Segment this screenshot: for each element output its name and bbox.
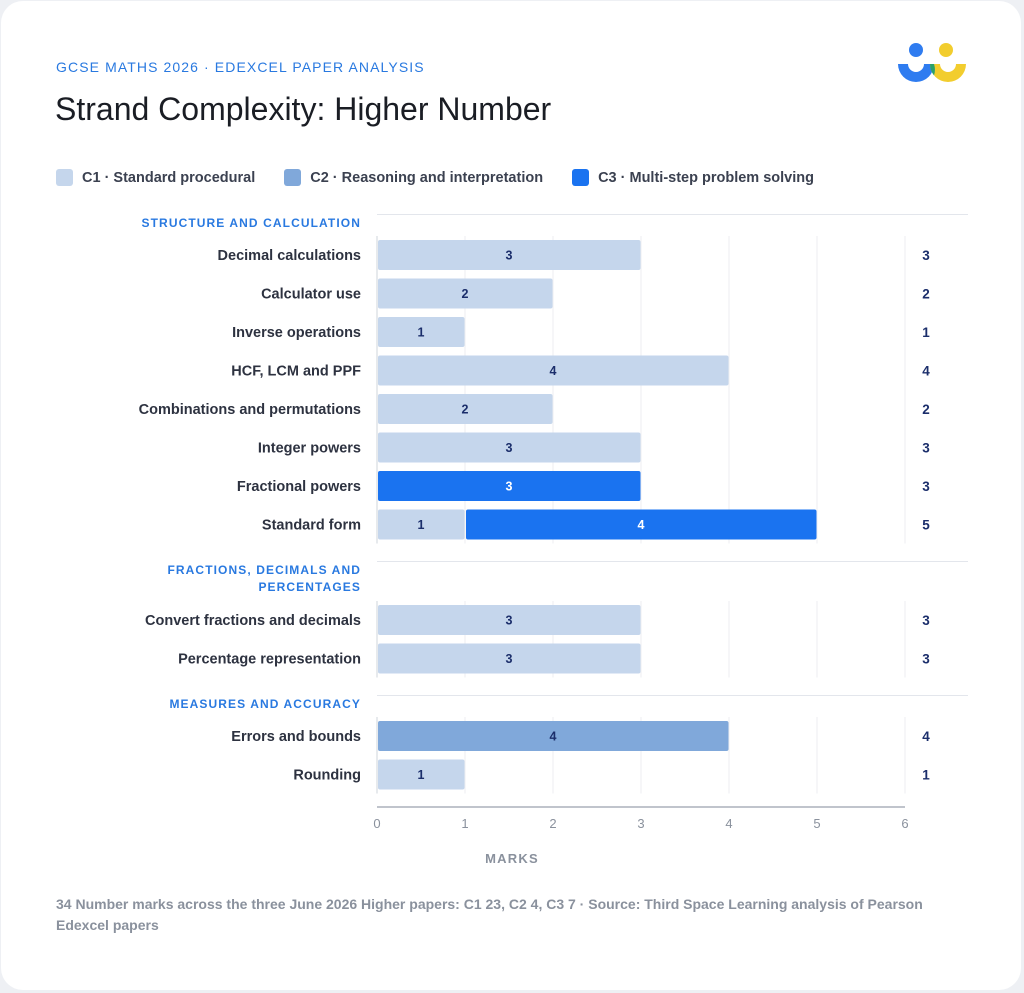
bar-segment-c1 (378, 643, 641, 674)
row-total: 2 (922, 402, 930, 417)
row-label: Calculator use (261, 287, 361, 303)
row-label: Combinations and permutations (139, 402, 361, 418)
row-label: Integer powers (258, 441, 361, 457)
legend-swatch-c1 (56, 169, 73, 186)
bar-value-label: 1 (418, 768, 425, 782)
legend-item-c2: C2 · Reasoning and interpretation (284, 169, 543, 186)
x-axis-label: MARKS (485, 851, 539, 866)
x-tick-label: 5 (813, 816, 820, 831)
bar-value-label: 3 (506, 652, 513, 666)
group-title: STRUCTURE AND CALCULATION (142, 216, 361, 230)
row-total: 4 (922, 364, 930, 379)
legend-label-c2: C2 · Reasoning and interpretation (310, 169, 544, 186)
row-total: 4 (922, 729, 930, 744)
bar-value-label: 2 (462, 403, 469, 417)
legend-item-c1: C1 · Standard procedural (56, 169, 255, 186)
bar-value-label: 2 (462, 287, 469, 301)
row-total: 1 (922, 768, 930, 783)
bar-value-label: 4 (638, 518, 645, 532)
row-total: 3 (922, 613, 930, 628)
row-label: Percentage representation (178, 652, 361, 668)
bar-segment-c1 (378, 605, 641, 635)
chart-title: Strand Complexity: Higher Number (55, 91, 552, 127)
group-title: MEASURES AND ACCURACY (169, 697, 361, 711)
chart-legend: C1 · Standard procedural C2 · Reasoning … (56, 169, 843, 186)
row-label: Inverse operations (232, 325, 361, 341)
legend-item-c3: C3 · Multi-step problem solving (572, 169, 814, 186)
row-total: 3 (922, 441, 930, 456)
legend-label-c1: C1 · Standard procedural (82, 169, 256, 186)
bar-value-label: 4 (550, 364, 557, 378)
x-tick-label: 3 (637, 816, 644, 831)
row-total: 5 (922, 518, 930, 533)
legend-swatch-c3 (572, 169, 590, 186)
x-tick-label: 0 (373, 816, 380, 831)
bar-segment-c1 (378, 317, 465, 347)
bar-value-label: 1 (418, 518, 425, 532)
bar-segment-c1 (378, 394, 553, 424)
bar-segment-c1 (378, 509, 465, 540)
bar-segment-c1 (378, 432, 641, 463)
x-tick-label: 4 (725, 816, 732, 831)
group-title: FRACTIONS, DECIMALS AND (167, 563, 361, 577)
bar-segment-c3 (466, 509, 817, 540)
bar-value-label: 4 (550, 730, 557, 744)
row-total: 3 (922, 248, 930, 263)
bar-segment-c3 (378, 471, 641, 501)
row-total: 1 (922, 325, 930, 340)
legend-label-c3: C3 · Multi-step problem solving (598, 169, 814, 186)
row-label: Rounding (293, 768, 361, 784)
row-label: Convert fractions and decimals (145, 613, 361, 629)
legend-swatch-c2 (284, 169, 302, 186)
bar-value-label: 1 (418, 326, 425, 340)
row-label: HCF, LCM and PPF (231, 364, 361, 380)
row-label: Decimal calculations (218, 248, 361, 264)
bar-segment-c1 (378, 240, 641, 270)
bar-value-label: 3 (506, 441, 513, 455)
brand-logo-icon (898, 43, 966, 82)
bar-segment-c1 (378, 278, 553, 309)
chart-kicker: GCSE MATHS 2026 · EDEXCEL PAPER ANALYSIS (56, 59, 425, 75)
row-total: 2 (922, 287, 930, 302)
bar-value-label: 3 (506, 480, 513, 494)
bar-value-label: 3 (506, 614, 513, 628)
row-label: Fractional powers (237, 479, 361, 495)
row-total: 3 (922, 479, 930, 494)
row-label: Standard form (262, 518, 361, 534)
bar-segment-c1 (378, 355, 729, 386)
x-tick-label: 2 (549, 816, 556, 831)
group-title: PERCENTAGES (258, 580, 361, 594)
bar-value-label: 3 (506, 249, 513, 263)
row-total: 3 (922, 652, 930, 667)
x-tick-label: 6 (901, 816, 908, 831)
x-tick-label: 1 (461, 816, 468, 831)
chart-footnote: 34 Number marks across the three June 20… (56, 896, 923, 933)
bar-segment-c1 (378, 759, 465, 790)
row-label: Errors and bounds (231, 729, 361, 745)
bar-segment-c2 (378, 721, 729, 751)
